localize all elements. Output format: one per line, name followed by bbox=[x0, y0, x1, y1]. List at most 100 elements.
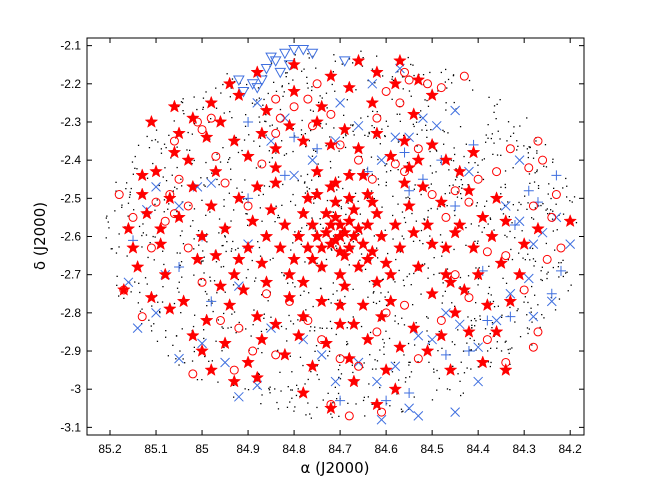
field-source-dot bbox=[450, 159, 452, 161]
field-source-dot bbox=[541, 279, 543, 282]
field-source-dot bbox=[426, 330, 428, 332]
field-source-dot bbox=[454, 179, 457, 181]
field-source-dot bbox=[204, 355, 206, 358]
field-source-dot bbox=[154, 236, 156, 238]
field-source-dot bbox=[202, 106, 204, 108]
field-source-dot bbox=[536, 150, 538, 152]
field-source-dot bbox=[173, 302, 176, 305]
field-source-dot bbox=[402, 88, 404, 90]
field-source-dot bbox=[533, 181, 536, 183]
star-point bbox=[337, 278, 352, 292]
field-source-dot bbox=[507, 348, 509, 351]
star-point bbox=[218, 221, 232, 235]
field-source-dot bbox=[260, 403, 262, 405]
star-point bbox=[494, 256, 509, 270]
star-point bbox=[296, 309, 311, 323]
field-source-dot bbox=[512, 132, 515, 134]
star-point bbox=[498, 214, 513, 228]
field-source-dot bbox=[314, 326, 316, 328]
field-source-dot bbox=[355, 403, 357, 405]
x-tick-label: 84.9 bbox=[236, 442, 260, 456]
field-source-dot bbox=[235, 332, 237, 334]
field-source-dot bbox=[330, 413, 332, 415]
field-source-dot bbox=[273, 81, 275, 83]
circle-point bbox=[243, 201, 253, 211]
field-source-dot bbox=[306, 224, 308, 227]
field-source-dot bbox=[469, 337, 471, 340]
x-point bbox=[353, 120, 364, 131]
field-source-dot bbox=[297, 180, 299, 182]
field-source-dot bbox=[163, 263, 165, 266]
field-source-dot bbox=[460, 361, 462, 363]
field-source-dot bbox=[526, 208, 528, 210]
field-source-dot bbox=[334, 90, 336, 92]
field-source-dot bbox=[311, 89, 313, 92]
field-source-dot bbox=[403, 238, 405, 240]
field-source-dot bbox=[518, 252, 520, 254]
field-source-dot bbox=[258, 97, 260, 99]
field-source-dot bbox=[292, 242, 294, 244]
star-point bbox=[328, 175, 343, 189]
field-source-dot bbox=[343, 114, 345, 116]
field-source-dot bbox=[387, 291, 389, 293]
field-source-dot bbox=[330, 167, 332, 169]
field-source-dot bbox=[233, 396, 235, 398]
field-source-dot bbox=[427, 216, 429, 218]
field-source-dot bbox=[523, 301, 525, 303]
field-source-dot bbox=[121, 204, 123, 206]
star-point bbox=[360, 252, 375, 266]
field-source-dot bbox=[359, 259, 361, 261]
field-source-dot bbox=[338, 204, 340, 206]
star-point bbox=[425, 137, 439, 151]
field-source-dot bbox=[311, 217, 313, 219]
field-source-dot bbox=[312, 305, 314, 308]
field-source-dot bbox=[225, 250, 227, 253]
field-source-dot bbox=[569, 200, 571, 202]
field-source-dot bbox=[229, 96, 231, 98]
field-source-dot bbox=[218, 218, 221, 220]
field-source-dot bbox=[467, 291, 470, 293]
field-source-dot bbox=[220, 92, 222, 94]
field-source-dot bbox=[500, 154, 502, 156]
field-source-dot bbox=[433, 257, 435, 259]
x-point bbox=[473, 376, 484, 387]
field-source-dot bbox=[367, 115, 369, 118]
field-source-dot bbox=[426, 316, 428, 318]
x-point bbox=[367, 78, 378, 89]
star-point bbox=[282, 118, 297, 132]
field-source-dot bbox=[336, 247, 338, 249]
circle-point bbox=[354, 361, 364, 371]
field-source-dot bbox=[352, 124, 354, 126]
field-source-dot bbox=[401, 411, 403, 413]
star-point bbox=[314, 294, 329, 308]
field-source-dot bbox=[181, 230, 183, 232]
field-source-dot bbox=[325, 123, 327, 125]
circle-point bbox=[261, 289, 271, 299]
field-source-dot bbox=[265, 134, 267, 136]
field-source-dot bbox=[500, 186, 502, 188]
x-tick-label: 84.7 bbox=[328, 442, 352, 456]
field-source-dot bbox=[125, 188, 127, 190]
field-source-dot bbox=[193, 238, 195, 240]
field-source-dot bbox=[181, 328, 183, 330]
circle-point bbox=[215, 315, 225, 325]
field-source-dot bbox=[382, 75, 384, 77]
star-point bbox=[360, 217, 375, 231]
star-point bbox=[181, 152, 196, 166]
field-source-dot bbox=[290, 200, 292, 203]
field-source-dot bbox=[285, 72, 287, 74]
field-source-dot bbox=[346, 344, 348, 346]
circle-point bbox=[326, 109, 336, 119]
field-source-dot bbox=[536, 170, 538, 173]
star-point bbox=[195, 343, 209, 357]
field-source-dot bbox=[306, 173, 309, 176]
field-source-dot bbox=[500, 350, 503, 352]
field-source-dot bbox=[202, 97, 205, 99]
field-source-dot bbox=[258, 116, 260, 118]
field-source-dot bbox=[547, 193, 549, 195]
y-tick-label: -2.1 bbox=[60, 39, 81, 53]
field-source-dot bbox=[410, 95, 412, 97]
field-source-dot bbox=[300, 134, 303, 136]
field-source-dot bbox=[179, 235, 182, 237]
field-source-dot bbox=[506, 140, 508, 142]
